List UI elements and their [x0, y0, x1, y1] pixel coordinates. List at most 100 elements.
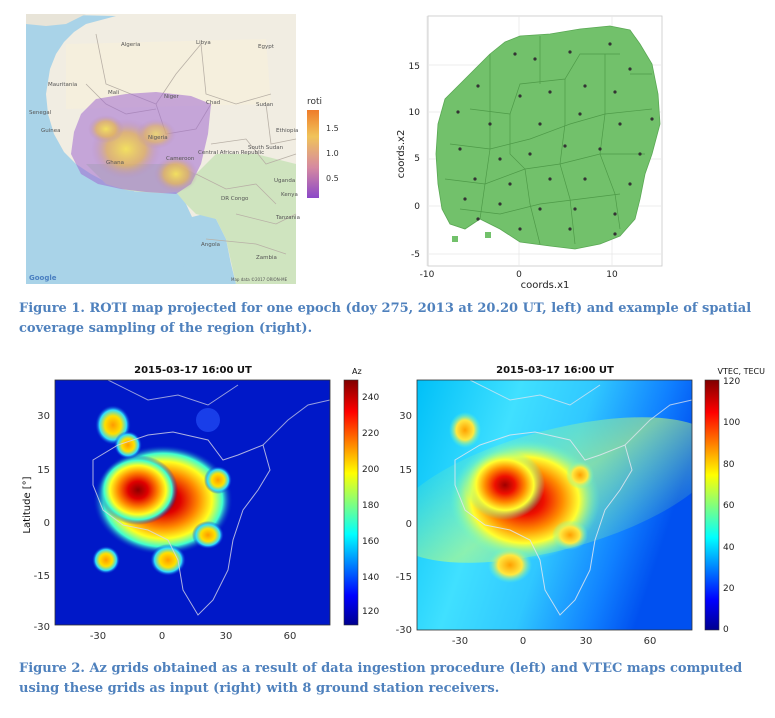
cov-sample-point: [613, 212, 617, 216]
map-label-algeria: Algeria: [121, 42, 140, 48]
cov-sample-point: [518, 94, 522, 98]
vtec-ytick-15: 15: [399, 465, 412, 476]
cov-sample-point: [518, 227, 522, 231]
az-ylabel: Latitude [°]: [22, 476, 33, 533]
vtec-xtick-0: 0: [520, 636, 526, 647]
vtec-xtick-m30: -30: [452, 636, 468, 647]
cov-sample-point: [583, 84, 587, 88]
map-attribution: Map data ©2017 ORION-ME: [231, 277, 288, 282]
vtec-cbar-120: 120: [723, 377, 740, 387]
cov-sample-point: [563, 144, 567, 148]
cov-sample-point: [458, 147, 462, 151]
cov-sample-point: [568, 227, 572, 231]
az-ytick-m15: -15: [34, 571, 50, 582]
vtec-ytick-30: 30: [399, 411, 412, 422]
map-label-egypt: Egypt: [258, 44, 275, 50]
cov-xtick-m10: -10: [420, 270, 435, 280]
az-cbar-140: 140: [362, 573, 379, 583]
az-ytick-15: 15: [37, 465, 50, 476]
cov-sample-point: [650, 117, 654, 121]
map-label-senegal: Senegal: [29, 110, 52, 116]
vtec-map-plot: 2015-03-17 16:00 UT 30 15 0 -15 -30 -30 …: [396, 365, 765, 647]
roti-map-panel: Algeria Libya Egypt Mauritania Mali Nige…: [26, 14, 326, 284]
map-label-niger: Niger: [164, 94, 180, 100]
map-label-angola: Angola: [201, 242, 220, 248]
cov-sample-point: [473, 177, 477, 181]
map-label-mali: Mali: [108, 90, 120, 96]
cov-sample-point: [456, 110, 460, 114]
cov-sample-point: [568, 50, 572, 54]
cov-sample-point: [498, 202, 502, 206]
cov-sample-point: [613, 232, 617, 236]
roti-tick-10: 1.0: [326, 149, 339, 158]
vtec-ytick-0: 0: [406, 519, 412, 530]
vtec-cbar-60: 60: [723, 501, 735, 511]
map-label-south-sudan: South Sudan: [248, 145, 284, 151]
cov-sample-point: [476, 84, 480, 88]
vtec-cbar-100: 100: [723, 418, 740, 428]
az-ytick-0: 0: [44, 518, 50, 529]
az-xtick-30: 30: [220, 631, 233, 642]
map-label-kenya: Kenya: [281, 192, 298, 198]
cov-sample-point: [508, 182, 512, 186]
az-title: 2015-03-17 16:00 UT: [134, 365, 252, 376]
az-colorbar-label: Az: [352, 367, 362, 376]
cov-sample-point: [463, 197, 467, 201]
cov-sample-point: [573, 207, 577, 211]
cov-sample-point: [538, 122, 542, 126]
coverage-region: [435, 25, 661, 250]
az-cbar-120: 120: [362, 607, 379, 617]
cov-ytick-10: 10: [409, 108, 421, 118]
cov-sample-point: [583, 177, 587, 181]
cov-sample-point: [488, 122, 492, 126]
map-label-guinea: Guinea: [41, 128, 61, 134]
vtec-ytick-m30: -30: [396, 625, 412, 636]
vtec-colorbar: [704, 379, 720, 631]
az-cbar-200: 200: [362, 465, 379, 475]
az-grid-plot: 2015-03-17 16:00 UT 30 15 0 -15 -30 -30 …: [22, 365, 379, 642]
az-cbar-220: 220: [362, 429, 379, 439]
cov-sample-point: [618, 122, 622, 126]
map-label-libya: Libya: [196, 40, 211, 46]
cov-xtick-0: 0: [516, 270, 522, 280]
cov-ylabel: coords.x2: [396, 130, 407, 179]
az-ytick-30: 30: [37, 411, 50, 422]
cov-sample-point: [513, 52, 517, 56]
figure1-caption: Figure 1. ROTI map projected for one epo…: [19, 301, 752, 336]
az-xtick-60: 60: [284, 631, 297, 642]
map-label-zambia: Zambia: [256, 255, 277, 261]
map-label-dr-congo: DR Congo: [221, 196, 249, 202]
roti-map: Algeria Libya Egypt Mauritania Mali Nige…: [26, 14, 322, 284]
cov-sample-point: [498, 157, 502, 161]
az-cbar-240: 240: [362, 393, 379, 403]
map-label-car: Central African Republic: [198, 150, 264, 156]
map-label-uganda: Uganda: [274, 178, 295, 184]
cov-sample-point: [628, 182, 632, 186]
vtec-xtick-60: 60: [644, 636, 657, 647]
vtec-ytick-m15: -15: [396, 572, 412, 583]
cov-sample-point: [528, 152, 532, 156]
az-colorbar: [343, 379, 359, 626]
cov-sample-point: [628, 67, 632, 71]
map-label-sudan: Sudan: [256, 102, 274, 108]
cov-sample-point: [578, 112, 582, 116]
map-label-tanzania: Tanzania: [275, 215, 300, 221]
roti-legend-title: roti: [307, 97, 322, 107]
map-label-chad: Chad: [206, 100, 220, 106]
map-label-nigeria: Nigeria: [148, 135, 168, 141]
vtec-xtick-30: 30: [580, 636, 593, 647]
figure2-caption: Figure 2. Az grids obtained as a result …: [19, 661, 743, 696]
cov-ytick-15: 15: [409, 62, 420, 72]
cov-sample-point: [548, 90, 552, 94]
google-logo: Google: [29, 274, 57, 282]
map-label-ghana: Ghana: [106, 160, 124, 166]
az-xtick-0: 0: [159, 631, 165, 642]
cov-ytick-m5: -5: [411, 250, 420, 260]
map-label-mauritania: Mauritania: [48, 82, 77, 88]
cov-sample-point: [538, 207, 542, 211]
cov-sample-point: [608, 42, 612, 46]
az-cbar-160: 160: [362, 537, 379, 547]
cov-ytick-5: 5: [414, 154, 420, 164]
cov-sample-point: [476, 217, 480, 221]
vtec-cbar-40: 40: [723, 543, 735, 553]
